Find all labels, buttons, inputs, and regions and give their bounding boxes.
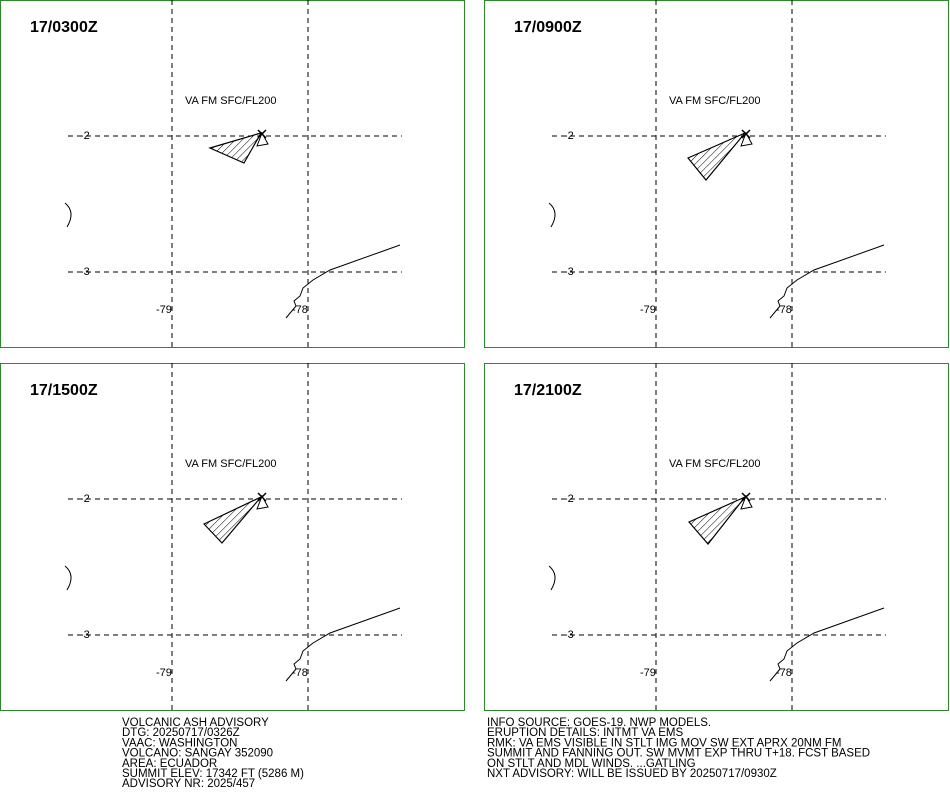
panel-time: 17/2100Z [514, 382, 582, 399]
lat-label: -2 [564, 130, 574, 142]
panel-time: 17/0900Z [514, 19, 582, 36]
lon-label: -78 [776, 667, 792, 679]
advisory-line: SUMMIT AND FANNING OUT. SW MVMT EXP THRU… [487, 748, 870, 760]
lat-label: -2 [564, 493, 574, 505]
lat-label: -3 [564, 266, 574, 278]
lat-label: -3 [80, 266, 90, 278]
lon-label: -79 [156, 667, 172, 679]
ash-area-small [740, 131, 753, 147]
panel-time: 17/1500Z [30, 382, 98, 399]
coastline [285, 607, 401, 682]
lon-label: -79 [156, 304, 172, 316]
volcano-marker [257, 492, 267, 502]
lat-label: -2 [80, 130, 90, 142]
ash-label: VA FM SFC/FL200 [669, 458, 761, 470]
map-panel: -2 -3 -79 -78 17/0300Z VA FM SFC/FL200 [0, 0, 465, 348]
map-panel: -2 -3 -79 -78 17/0900Z VA FM SFC/FL200 [484, 0, 949, 348]
panel-border [0, 363, 465, 711]
coastline [769, 607, 885, 682]
ash-area [687, 132, 746, 181]
lat-label: -3 [80, 629, 90, 641]
map-panel: -2 -3 -79 -78 17/2100Z VA FM SFC/FL200 [484, 363, 949, 711]
lon-label: -78 [292, 304, 308, 316]
ash-area [688, 496, 746, 545]
ash-label: VA FM SFC/FL200 [669, 95, 761, 107]
advisory-line: AREA: ECUADOR [122, 758, 217, 770]
lat-label: -2 [80, 493, 90, 505]
ash-label: VA FM SFC/FL200 [185, 95, 277, 107]
ash-label: VA FM SFC/FL200 [185, 458, 277, 470]
panel-border [0, 0, 465, 348]
volcano-marker [741, 492, 751, 502]
advisory-line: ERUPTION DETAILS: INTMT VA EMS [487, 727, 683, 739]
advisory-line: RMK: VA EMS VISIBLE IN STLT IMG MOV SW E… [487, 737, 841, 749]
map-panel: -2 -3 -79 -78 17/1500Z VA FM SFC/FL200 [0, 363, 465, 711]
panel-time: 17/0300Z [30, 19, 98, 36]
ash-area-small [740, 494, 753, 510]
advisory-line: NXT ADVISORY: WILL BE ISSUED BY 20250717… [487, 768, 777, 780]
coastline [64, 202, 72, 228]
lat-label: -3 [564, 629, 574, 641]
coastline [548, 565, 556, 591]
volcano-marker [741, 129, 751, 139]
coastline [64, 565, 72, 591]
lon-label: -79 [640, 304, 656, 316]
ash-area [208, 132, 263, 164]
lon-label: -78 [776, 304, 792, 316]
advisory-line: SUMMIT ELEV: 17342 FT (5286 M) [122, 768, 304, 780]
advisory-line: VAAC: WASHINGTON [122, 737, 237, 749]
coastline [285, 244, 401, 319]
lon-label: -79 [640, 667, 656, 679]
advisory-line: VOLCANO: SANGAY 352090 [122, 748, 273, 760]
advisory-line: DTG: 20250717/0326Z [122, 727, 240, 739]
coastline [548, 202, 556, 228]
ash-area-small [256, 131, 269, 147]
advisory-line: ADVISORY NR: 2025/457 [122, 778, 255, 790]
ash-area [202, 496, 262, 544]
coastline [769, 244, 885, 319]
panel-border [484, 363, 949, 711]
advisory-line: ON STLT AND MDL WINDS. ...GATLING [487, 758, 696, 770]
volcano-marker [257, 129, 267, 139]
ash-area-small [256, 494, 269, 510]
advisory-line: VOLCANIC ASH ADVISORY [122, 717, 269, 729]
advisory-line: INFO SOURCE: GOES-19. NWP MODELS. [487, 717, 711, 729]
panel-border [484, 0, 949, 348]
lon-label: -78 [292, 667, 308, 679]
